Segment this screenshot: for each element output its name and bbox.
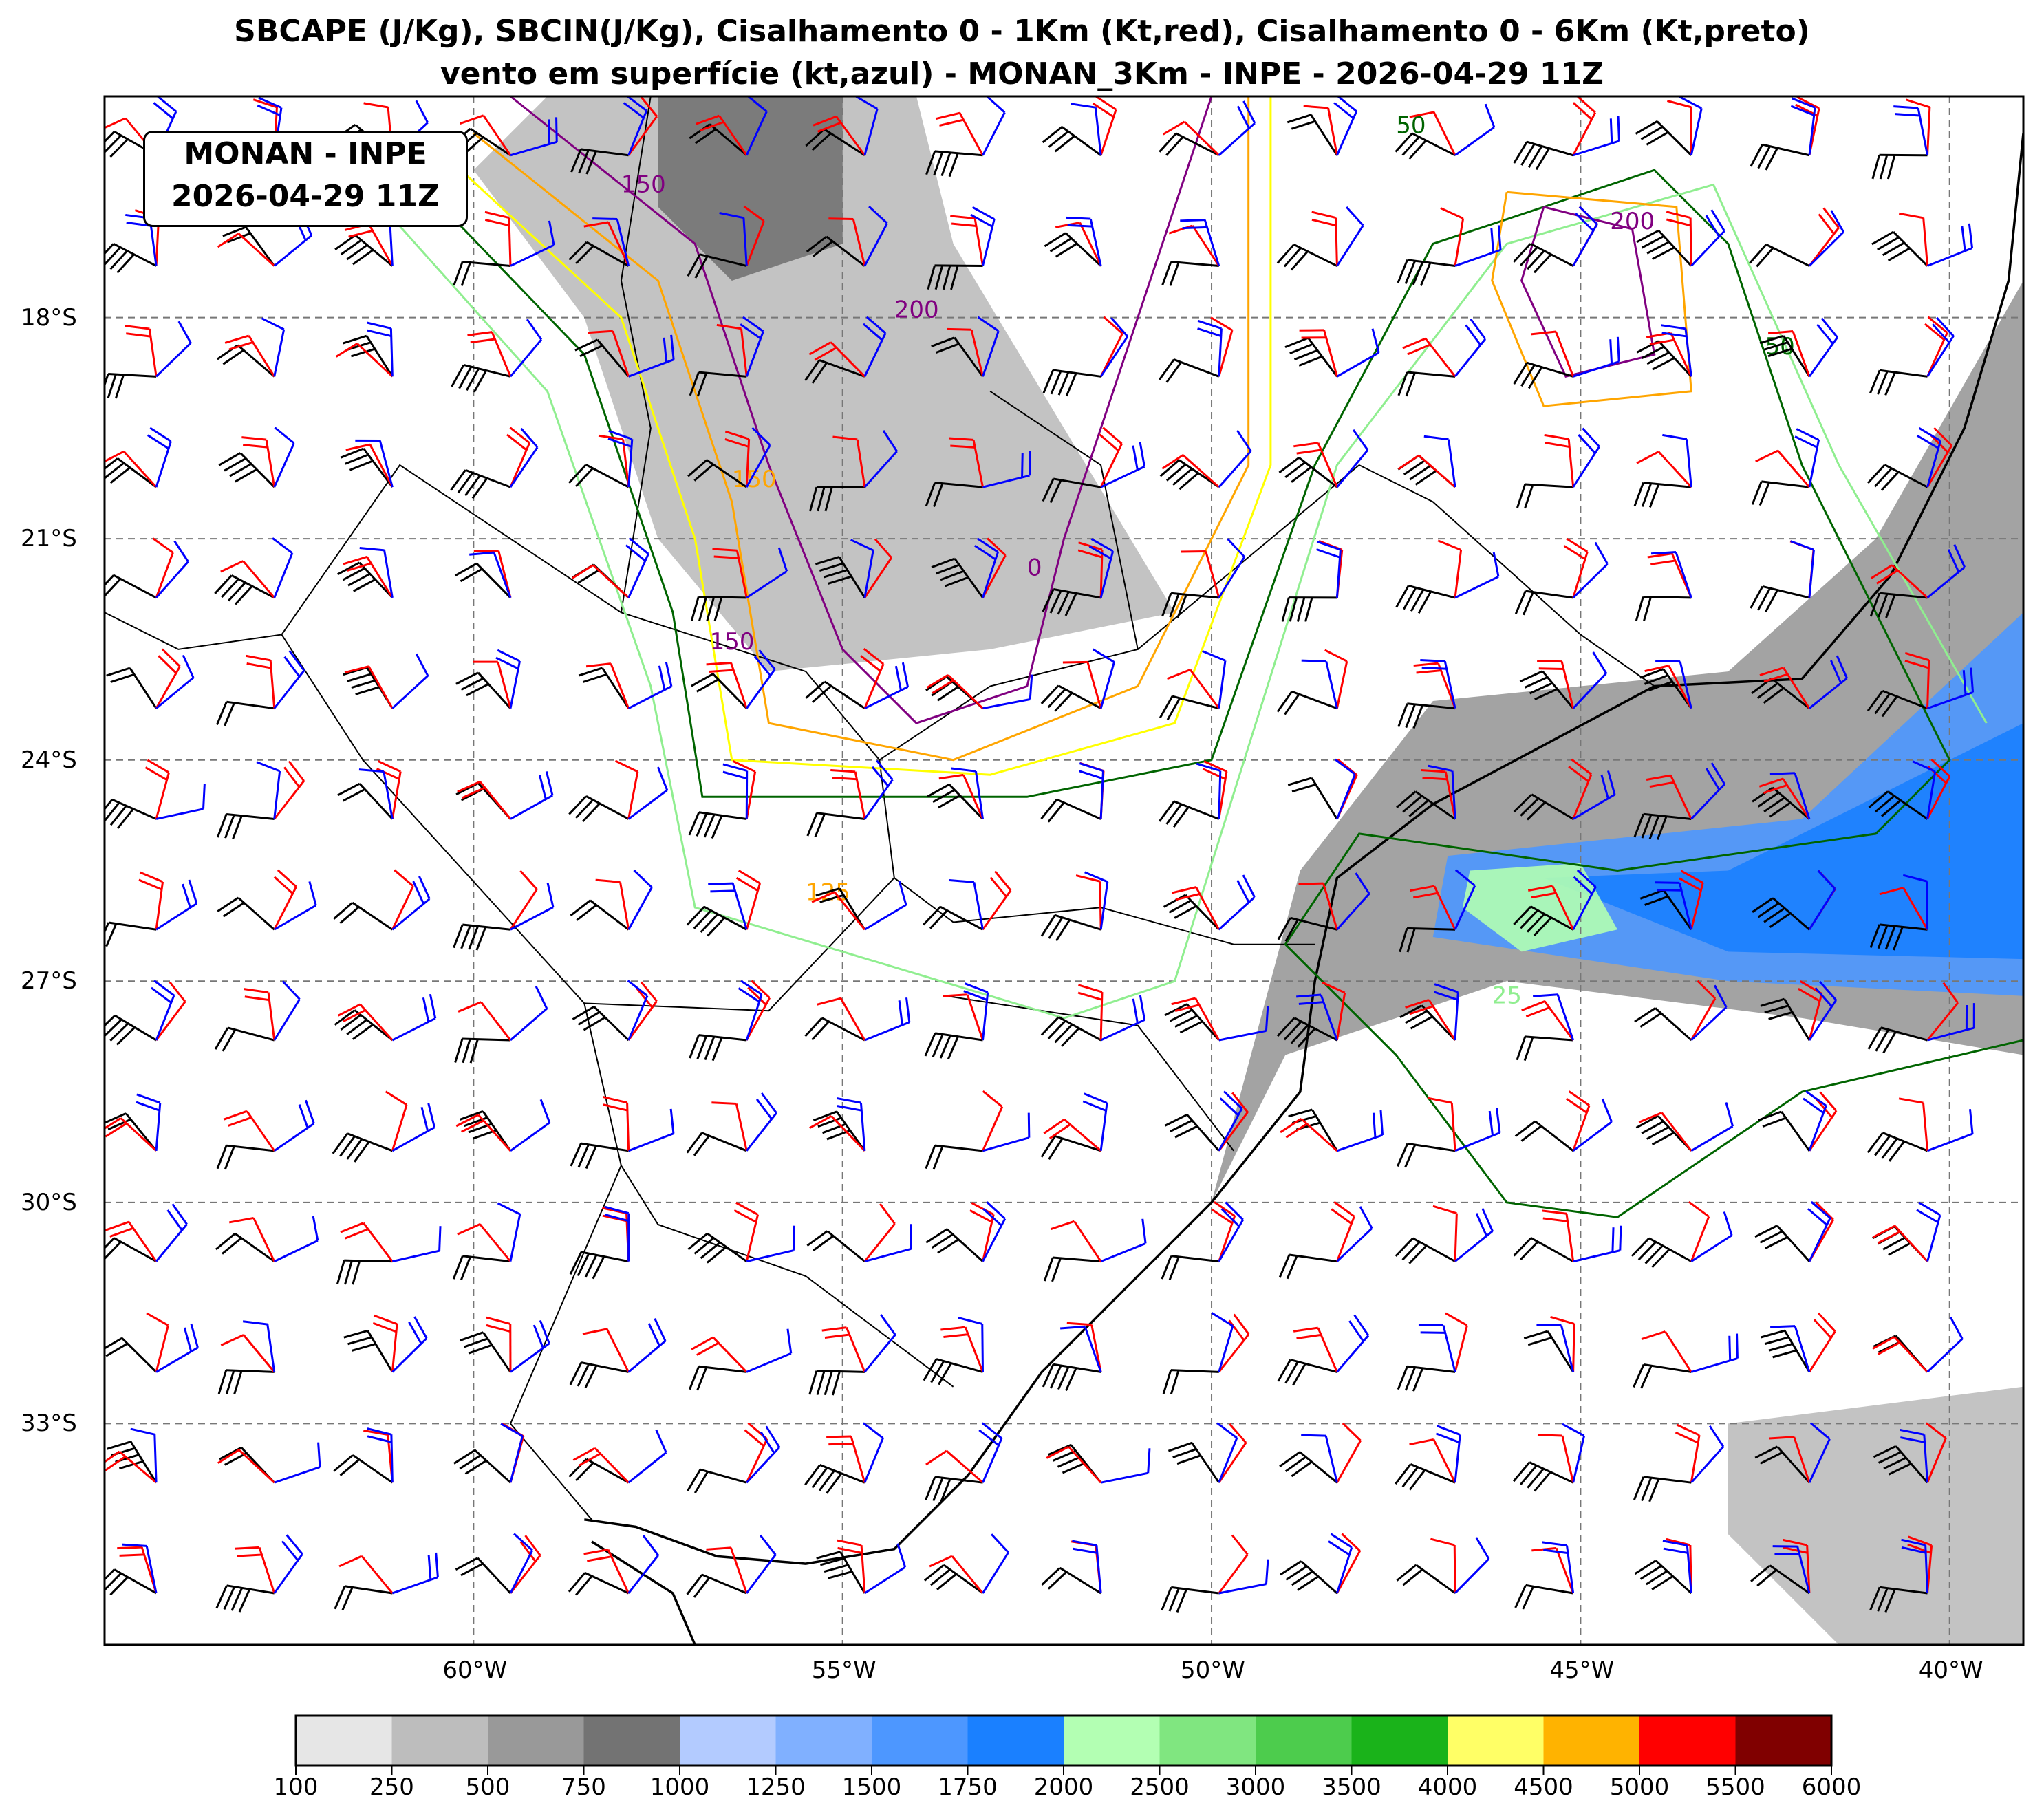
lat-tick-label: 27°S [21, 967, 77, 995]
colorbar-label: 1500 [837, 1773, 906, 1801]
lat-tick-label: 33°S [21, 1410, 77, 1437]
colorbar-label: 5000 [1605, 1773, 1674, 1801]
model-info-box: MONAN - INPE 2026-04-29 11Z [143, 131, 468, 227]
colorbar-label: 3000 [1221, 1773, 1290, 1801]
colorbar-label: 2000 [1029, 1773, 1098, 1801]
colorbar-label: 3500 [1317, 1773, 1386, 1801]
colorbar-label: 5500 [1701, 1773, 1770, 1801]
colorbar-label: 1250 [742, 1773, 810, 1801]
colorbar-label: 2500 [1126, 1773, 1194, 1801]
lat-tick-label: 24°S [21, 746, 77, 774]
lat-tick-label: 18°S [21, 304, 77, 332]
info-date: 2026-04-29 11Z [145, 175, 466, 218]
colorbar-label: 1750 [934, 1773, 1002, 1801]
colorbar-label: 1000 [645, 1773, 714, 1801]
colorbar-label: 100 [261, 1773, 330, 1801]
lat-tick-label: 21°S [21, 525, 77, 552]
colorbar-label: 750 [550, 1773, 618, 1801]
colorbar-label: 4000 [1413, 1773, 1482, 1801]
colorbar-label: 250 [358, 1773, 427, 1801]
lon-tick-label: 40°W [1919, 1657, 1983, 1684]
colorbar-label: 4500 [1509, 1773, 1578, 1801]
colorbar-label: 500 [453, 1773, 522, 1801]
colorbar-label: 6000 [1797, 1773, 1866, 1801]
chart-title-line1: SBCAPE (J/Kg), SBCIN(J/Kg), Cisalhamento… [0, 12, 2044, 51]
lon-tick-label: 50°W [1181, 1657, 1245, 1684]
info-model: MONAN - INPE [145, 133, 466, 175]
lat-tick-label: 30°S [21, 1189, 77, 1216]
chart-title-line2: vento em superfície (kt,azul) - MONAN_3K… [0, 55, 2044, 94]
lon-tick-label: 45°W [1549, 1657, 1614, 1684]
lon-tick-label: 60°W [442, 1657, 507, 1684]
lon-tick-label: 55°W [812, 1657, 876, 1684]
